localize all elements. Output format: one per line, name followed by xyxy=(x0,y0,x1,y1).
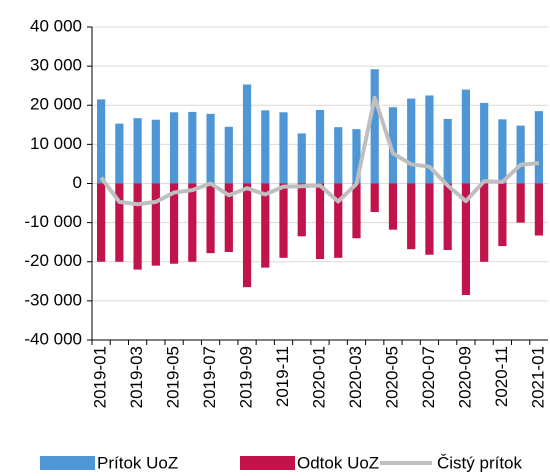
y-tick-label: 10 000 xyxy=(30,134,82,153)
legend-swatch xyxy=(240,456,295,470)
bar xyxy=(279,112,288,184)
x-tick-label: 2019-01 xyxy=(91,346,110,408)
bar xyxy=(188,111,197,184)
x-tick-label: 2019-07 xyxy=(200,346,219,408)
x-tick-label: 2020-11 xyxy=(492,346,511,407)
x-tick-label: 2020-09 xyxy=(455,346,474,408)
x-tick-label: 2019-05 xyxy=(164,346,183,408)
x-tick-label: 2019-03 xyxy=(127,346,146,408)
bar xyxy=(407,98,416,184)
bar xyxy=(352,129,361,184)
y-tick-label: 0 xyxy=(73,173,82,192)
y-tick-label: 40 000 xyxy=(30,16,82,35)
bar xyxy=(534,183,543,236)
bar xyxy=(443,118,452,184)
x-tick-label: 2019-11 xyxy=(273,346,292,407)
y-tick-label: 20 000 xyxy=(30,95,82,114)
bar xyxy=(461,89,471,184)
bar xyxy=(388,107,398,184)
x-tick-label: 2019-09 xyxy=(237,346,256,408)
legend-label: Odtok UoZ xyxy=(297,453,379,472)
x-tick-label: 2020-05 xyxy=(382,346,401,408)
x-tick-label: 2021-01 xyxy=(528,346,547,408)
bar xyxy=(133,118,142,184)
bar xyxy=(115,123,124,184)
bar xyxy=(498,183,507,247)
x-tick-label: 2020-07 xyxy=(419,346,438,408)
bar xyxy=(242,183,252,288)
bar xyxy=(261,110,270,184)
bar xyxy=(388,183,398,230)
bar xyxy=(97,99,106,184)
bar xyxy=(480,183,489,262)
bar xyxy=(443,183,452,251)
bar xyxy=(498,119,507,184)
y-tick-label: 30 000 xyxy=(30,56,82,75)
bar xyxy=(352,183,361,239)
bar xyxy=(169,183,179,264)
bar xyxy=(188,183,197,262)
bar xyxy=(370,183,379,213)
bar xyxy=(461,183,471,296)
bar xyxy=(370,69,379,184)
bar xyxy=(224,126,233,184)
y-tick-label: -20 000 xyxy=(24,251,82,270)
bar xyxy=(115,183,124,262)
bar xyxy=(315,109,325,184)
y-tick-label: -40 000 xyxy=(24,329,82,348)
bar xyxy=(206,113,215,184)
bar xyxy=(297,133,306,184)
bar xyxy=(133,183,142,270)
bar xyxy=(206,183,215,254)
bar xyxy=(261,183,270,268)
bar xyxy=(315,183,325,260)
bar xyxy=(151,119,160,184)
bar xyxy=(407,183,416,250)
x-tick-label: 2020-03 xyxy=(346,346,365,408)
bar xyxy=(334,183,343,258)
bar xyxy=(534,111,543,184)
bar xyxy=(516,183,525,223)
bar xyxy=(297,183,306,237)
x-tick-label: 2020-01 xyxy=(309,346,328,408)
bar xyxy=(334,127,343,184)
bar xyxy=(97,183,106,262)
legend-label: Prítok UoZ xyxy=(97,453,178,472)
bar xyxy=(425,95,434,184)
net-line xyxy=(99,95,540,207)
y-tick-label: -30 000 xyxy=(24,290,82,309)
bar xyxy=(224,183,233,252)
bar xyxy=(425,183,434,255)
y-tick-label: -10 000 xyxy=(24,212,82,231)
bar xyxy=(169,112,179,184)
bar xyxy=(279,183,288,258)
legend-label: Čistý prítok xyxy=(437,453,523,472)
bar xyxy=(480,102,489,184)
bar xyxy=(151,183,160,266)
legend-swatch xyxy=(40,456,95,470)
bar xyxy=(516,125,525,184)
bar xyxy=(242,84,252,184)
